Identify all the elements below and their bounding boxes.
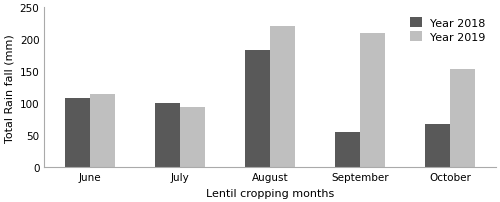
Bar <box>335 133 360 168</box>
Y-axis label: Total Rain fall (mm): Total Rain fall (mm) <box>4 34 14 142</box>
Bar <box>360 34 386 168</box>
Bar <box>90 94 116 168</box>
Bar <box>450 70 475 168</box>
Bar <box>270 27 295 168</box>
Bar <box>155 104 180 168</box>
Bar <box>425 124 450 168</box>
Legend: Year 2018, Year 2019: Year 2018, Year 2019 <box>406 14 490 47</box>
Bar <box>245 51 270 168</box>
Bar <box>65 99 90 168</box>
X-axis label: Lentil cropping months: Lentil cropping months <box>206 188 334 198</box>
Bar <box>180 107 206 168</box>
